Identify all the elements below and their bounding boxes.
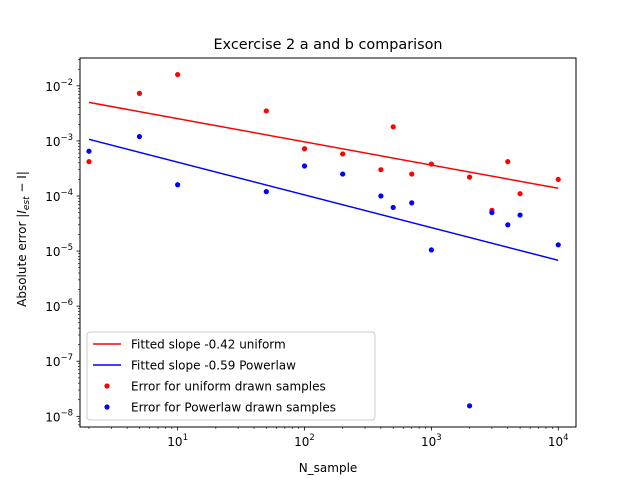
y-tick-label: 10−5 [45, 243, 73, 259]
y-axis-label-prefix: Absolute error | [15, 214, 29, 307]
data-point-error-for-powerlaw-drawn-samples [378, 193, 384, 199]
y-tick-exponent: −7 [60, 353, 73, 363]
data-point-error-for-powerlaw-drawn-samples [428, 247, 434, 253]
y-tick-base: 10 [45, 300, 60, 314]
y-tick-label: 10−6 [45, 298, 73, 314]
legend: Fitted slope -0.42 uniform Fitted slope -… [86, 331, 376, 421]
y-tick-exponent: −2 [60, 78, 73, 88]
y-tick-exponent: −8 [60, 408, 73, 418]
y-tick-exponent: −4 [60, 188, 73, 198]
legend-label: Fitted slope -0.42 uniform [131, 338, 286, 352]
data-point-error-for-powerlaw-drawn-samples [390, 204, 396, 211]
y-tick-base: 10 [45, 245, 60, 259]
y-axis-label-symbol: I [15, 210, 29, 214]
y-axis-label-subscript: est [22, 196, 32, 210]
data-point-error-for-powerlaw-drawn-samples [505, 222, 511, 228]
x-tick-exponent: 1 [183, 433, 188, 443]
y-tick-label: 10−4 [45, 188, 73, 204]
y-tick-base: 10 [45, 355, 60, 369]
x-tick-base: 10 [421, 435, 436, 449]
x-axis-label: N_sample [299, 461, 358, 475]
data-point-error-for-uniform-drawn-samples [555, 176, 561, 183]
x-tick-exponent: 3 [436, 433, 441, 443]
data-point-error-for-powerlaw-drawn-samples [555, 242, 561, 248]
data-point-error-for-powerlaw-drawn-samples [409, 200, 415, 206]
x-tick-label: 104 [548, 433, 569, 449]
legend-dot-marker [104, 383, 110, 389]
y-tick-exponent: −3 [60, 133, 73, 143]
y-tick-label: 10−2 [45, 78, 73, 94]
y-tick-label: 10−3 [45, 133, 73, 149]
y-tick-label: 10−7 [45, 353, 73, 369]
data-point-error-for-powerlaw-drawn-samples [301, 163, 308, 169]
data-point-error-for-powerlaw-drawn-samples [340, 171, 346, 177]
data-point-error-for-uniform-drawn-samples [136, 90, 143, 96]
y-axis-label: Absolute error |Iest − I| [15, 171, 32, 307]
data-point-error-for-powerlaw-drawn-samples [263, 189, 269, 195]
plot-area [86, 71, 561, 409]
data-point-error-for-uniform-drawn-samples [378, 167, 384, 173]
data-point-error-for-powerlaw-drawn-samples [489, 209, 495, 216]
fit-line-fitted-slope-0-59-powerlaw [88, 138, 559, 262]
y-axis-label-suffix: − I| [15, 171, 29, 196]
data-point-error-for-uniform-drawn-samples [505, 159, 511, 165]
x-axis: 101 102 103 104 [88, 427, 569, 449]
x-tick-base: 10 [548, 435, 563, 449]
y-tick-base: 10 [45, 135, 60, 149]
y-tick-base: 10 [45, 80, 60, 94]
legend-box [86, 331, 376, 421]
x-tick-label: 102 [294, 433, 315, 449]
data-point-error-for-uniform-drawn-samples [263, 108, 269, 114]
x-tick-label: 101 [167, 433, 188, 449]
y-tick-exponent: −5 [60, 243, 73, 253]
data-point-error-for-uniform-drawn-samples [466, 174, 473, 180]
legend-label: Error for Powerlaw drawn samples [131, 401, 336, 415]
x-tick-label: 103 [421, 433, 442, 449]
x-tick-exponent: 2 [309, 433, 314, 443]
data-point-error-for-uniform-drawn-samples [340, 151, 346, 157]
fit-line-fitted-slope-0-42-uniform [88, 101, 559, 190]
legend-label: Fitted slope -0.59 Powerlaw [131, 359, 296, 373]
data-point-error-for-powerlaw-drawn-samples [517, 212, 523, 218]
y-tick-base: 10 [45, 190, 60, 204]
data-point-error-for-powerlaw-drawn-samples [86, 148, 92, 154]
data-point-error-for-powerlaw-drawn-samples [136, 133, 143, 140]
y-tick-exponent: −6 [60, 298, 73, 308]
x-tick-exponent: 4 [563, 433, 568, 443]
data-point-error-for-uniform-drawn-samples [517, 191, 523, 197]
y-tick-label: 10−8 [45, 408, 73, 424]
legend-dot-marker [104, 404, 110, 410]
legend-label: Error for uniform drawn samples [131, 380, 326, 394]
x-tick-base: 10 [167, 435, 182, 449]
data-point-error-for-uniform-drawn-samples [301, 146, 308, 152]
data-point-error-for-uniform-drawn-samples [390, 124, 396, 130]
plot-frame [79, 57, 577, 428]
data-point-error-for-uniform-drawn-samples [428, 161, 434, 167]
x-tick-base: 10 [294, 435, 309, 449]
data-point-error-for-uniform-drawn-samples [409, 171, 415, 177]
data-point-error-for-powerlaw-drawn-samples [466, 403, 473, 409]
data-point-error-for-uniform-drawn-samples [175, 71, 181, 78]
data-point-error-for-powerlaw-drawn-samples [175, 182, 181, 188]
chart-title: Excercise 2 a and b comparison [213, 37, 442, 53]
data-point-error-for-uniform-drawn-samples [86, 159, 92, 165]
y-tick-base: 10 [45, 410, 60, 424]
